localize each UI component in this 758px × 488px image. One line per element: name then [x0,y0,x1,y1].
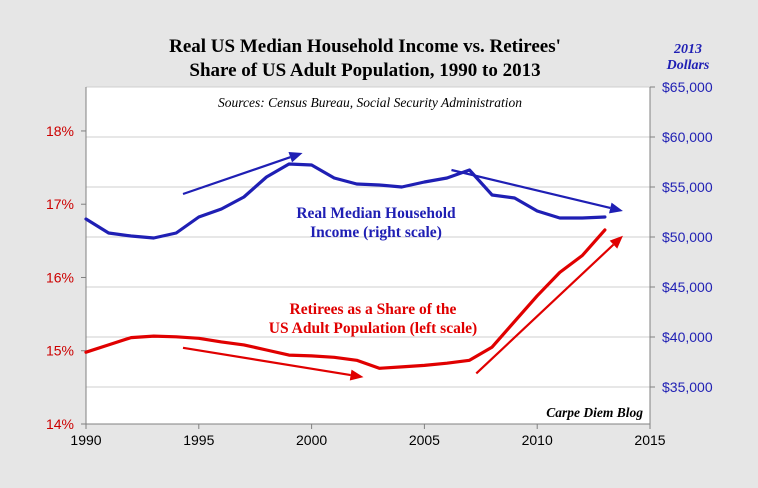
x-tick-label-1: 1995 [183,432,214,448]
right-tick-label-0: $35,000 [662,379,713,395]
trend-arrow-head-1 [609,202,623,214]
chart-title-line-2: Share of US Adult Population, 1990 to 20… [189,60,540,81]
retirees-annotation-line-1: Retirees as a Share of the [290,301,457,318]
retirees-series-line [84,228,607,370]
right-tick-label-6: $65,000 [662,79,713,95]
right-tick-label-4: $55,000 [662,179,713,195]
trend-arrow-3 [475,235,623,375]
right-tick-label-3: $50,000 [662,229,713,245]
chart-title-line-1: Real US Median Household Income vs. Reti… [169,36,561,57]
trend-arrow-0 [182,152,303,196]
left-tick-label-0: 14% [46,416,74,432]
right-axis-unit-line-1: 2013 [673,42,702,57]
x-tick-label-0: 1990 [70,432,101,448]
axes [81,86,655,429]
trend-arrow-shaft-1 [451,168,611,210]
x-tick-label-5: 2015 [634,432,665,448]
retirees-annotation-line-2: US Adult Population (left scale) [269,320,477,337]
trend-arrows [182,152,623,381]
income-series-line [84,162,607,240]
right-tick-label-1: $40,000 [662,329,713,345]
left-tick-label-3: 17% [46,196,74,212]
trend-arrow-shaft-3 [475,243,615,375]
trend-arrow-head-3 [609,235,623,249]
credit-label: Carpe Diem Blog [546,405,643,420]
trend-arrow-1 [451,168,623,214]
income-annotation-line-2: Income (right scale) [310,224,442,241]
left-tick-label-1: 15% [46,343,74,359]
right-axis-unit-line-2: Dollars [666,58,710,73]
trend-arrow-head-2 [349,369,364,381]
trend-arrow-shaft-2 [182,346,351,377]
left-tick-label-4: 18% [46,123,74,139]
trend-arrow-2 [182,346,364,381]
tick-labels: 14% 15% 16% 17% 18% $35,000 $40,000 $45,000 $50,… [46,79,713,448]
right-tick-label-5: $60,000 [662,129,713,145]
left-tick-label-2: 16% [46,269,74,285]
trend-arrow-shaft-0 [182,156,291,196]
right-tick-label-2: $45,000 [662,279,713,295]
x-tick-label-2: 2000 [296,432,327,448]
income-annotation-line-1: Real Median Household [296,205,456,222]
source-note: Sources: Census Bureau, Social Security … [218,95,522,110]
x-tick-label-3: 2005 [409,432,440,448]
trend-arrow-head-0 [288,152,303,163]
plot-area [86,87,650,424]
series-lines [84,162,607,370]
x-tick-label-4: 2010 [522,432,553,448]
